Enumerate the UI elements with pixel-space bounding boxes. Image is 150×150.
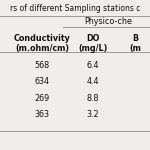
Text: 568: 568 bbox=[34, 61, 50, 70]
Text: 6.4: 6.4 bbox=[87, 61, 99, 70]
Text: rs of different Sampling stations c: rs of different Sampling stations c bbox=[10, 4, 140, 13]
Text: 3.2: 3.2 bbox=[87, 110, 99, 119]
Text: 8.8: 8.8 bbox=[87, 94, 99, 103]
Text: Physico-che: Physico-che bbox=[84, 16, 132, 26]
Text: Conductivity
(m.ohm/cm): Conductivity (m.ohm/cm) bbox=[14, 34, 70, 53]
Text: 269: 269 bbox=[34, 94, 50, 103]
Text: DO
(mg/L): DO (mg/L) bbox=[78, 34, 108, 53]
Text: 363: 363 bbox=[34, 110, 50, 119]
Text: 634: 634 bbox=[34, 77, 50, 86]
Text: B
(m: B (m bbox=[129, 34, 141, 53]
Text: 4.4: 4.4 bbox=[87, 77, 99, 86]
